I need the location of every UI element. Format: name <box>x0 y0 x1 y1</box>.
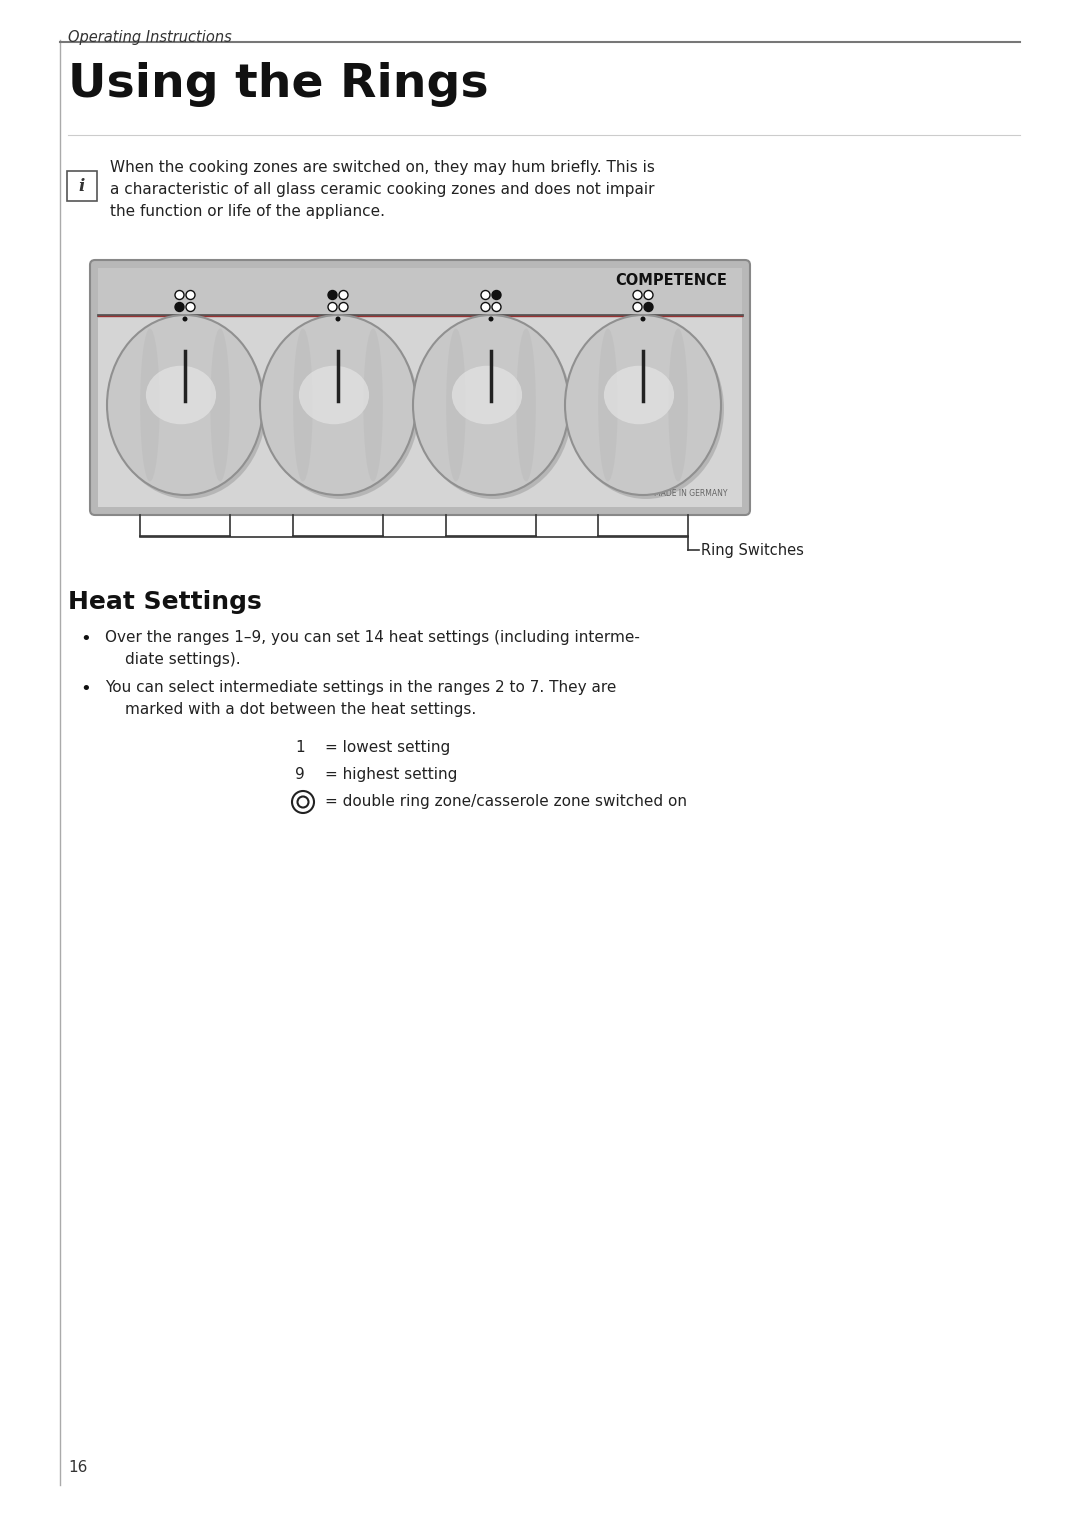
Text: diate settings).: diate settings). <box>125 652 241 667</box>
Circle shape <box>481 303 490 312</box>
Bar <box>98 317 742 506</box>
Circle shape <box>481 291 490 300</box>
Text: i: i <box>79 177 85 194</box>
Ellipse shape <box>413 315 569 496</box>
Circle shape <box>492 303 501 312</box>
Ellipse shape <box>669 329 688 482</box>
Ellipse shape <box>140 329 160 482</box>
Circle shape <box>186 303 195 312</box>
Ellipse shape <box>451 366 522 424</box>
Ellipse shape <box>264 318 419 499</box>
Circle shape <box>175 303 184 312</box>
Text: Heat Settings: Heat Settings <box>68 591 261 614</box>
Text: COMPETENCE: COMPETENCE <box>616 272 727 288</box>
Text: When the cooking zones are switched on, they may hum briefly. This is: When the cooking zones are switched on, … <box>110 161 654 174</box>
Text: •: • <box>80 679 91 698</box>
FancyBboxPatch shape <box>67 171 97 200</box>
Ellipse shape <box>107 315 264 496</box>
Ellipse shape <box>416 318 572 499</box>
Ellipse shape <box>446 329 465 482</box>
Ellipse shape <box>110 318 266 499</box>
Text: marked with a dot between the heat settings.: marked with a dot between the heat setti… <box>125 702 476 718</box>
Text: Operating Instructions: Operating Instructions <box>68 31 232 44</box>
Ellipse shape <box>299 366 369 424</box>
Circle shape <box>339 291 348 300</box>
Ellipse shape <box>260 315 416 496</box>
Text: the function or life of the appliance.: the function or life of the appliance. <box>110 203 384 219</box>
Circle shape <box>183 317 188 321</box>
Circle shape <box>175 291 184 300</box>
Text: 9: 9 <box>295 767 305 782</box>
Circle shape <box>633 303 642 312</box>
Ellipse shape <box>363 329 382 482</box>
Ellipse shape <box>146 366 216 424</box>
Circle shape <box>328 291 337 300</box>
Circle shape <box>640 317 646 321</box>
Text: = highest setting: = highest setting <box>325 767 457 782</box>
Text: Over the ranges 1–9, you can set 14 heat settings (including interme-: Over the ranges 1–9, you can set 14 heat… <box>105 630 639 646</box>
Text: •: • <box>80 630 91 649</box>
Circle shape <box>336 317 340 321</box>
Text: 16: 16 <box>68 1460 87 1475</box>
Circle shape <box>644 291 653 300</box>
Text: You can select intermediate settings in the ranges 2 to 7. They are: You can select intermediate settings in … <box>105 679 617 695</box>
Ellipse shape <box>293 329 312 482</box>
Ellipse shape <box>568 318 724 499</box>
Ellipse shape <box>516 329 536 482</box>
Circle shape <box>644 303 653 312</box>
Circle shape <box>492 291 501 300</box>
Text: Using the Rings: Using the Rings <box>68 63 488 107</box>
Text: Ring Switches: Ring Switches <box>701 543 804 557</box>
Text: 1: 1 <box>295 741 305 754</box>
Bar <box>98 268 742 315</box>
FancyBboxPatch shape <box>90 260 750 516</box>
Circle shape <box>328 303 337 312</box>
Circle shape <box>488 317 494 321</box>
Circle shape <box>339 303 348 312</box>
Ellipse shape <box>211 329 230 482</box>
Ellipse shape <box>598 329 618 482</box>
Text: = lowest setting: = lowest setting <box>325 741 450 754</box>
Ellipse shape <box>565 315 721 496</box>
Text: = double ring zone/casserole zone switched on: = double ring zone/casserole zone switch… <box>325 794 687 809</box>
Circle shape <box>633 291 642 300</box>
Text: a characteristic of all glass ceramic cooking zones and does not impair: a characteristic of all glass ceramic co… <box>110 182 654 197</box>
Ellipse shape <box>604 366 674 424</box>
Circle shape <box>186 291 195 300</box>
Text: MADE IN GERMANY: MADE IN GERMANY <box>653 490 727 497</box>
